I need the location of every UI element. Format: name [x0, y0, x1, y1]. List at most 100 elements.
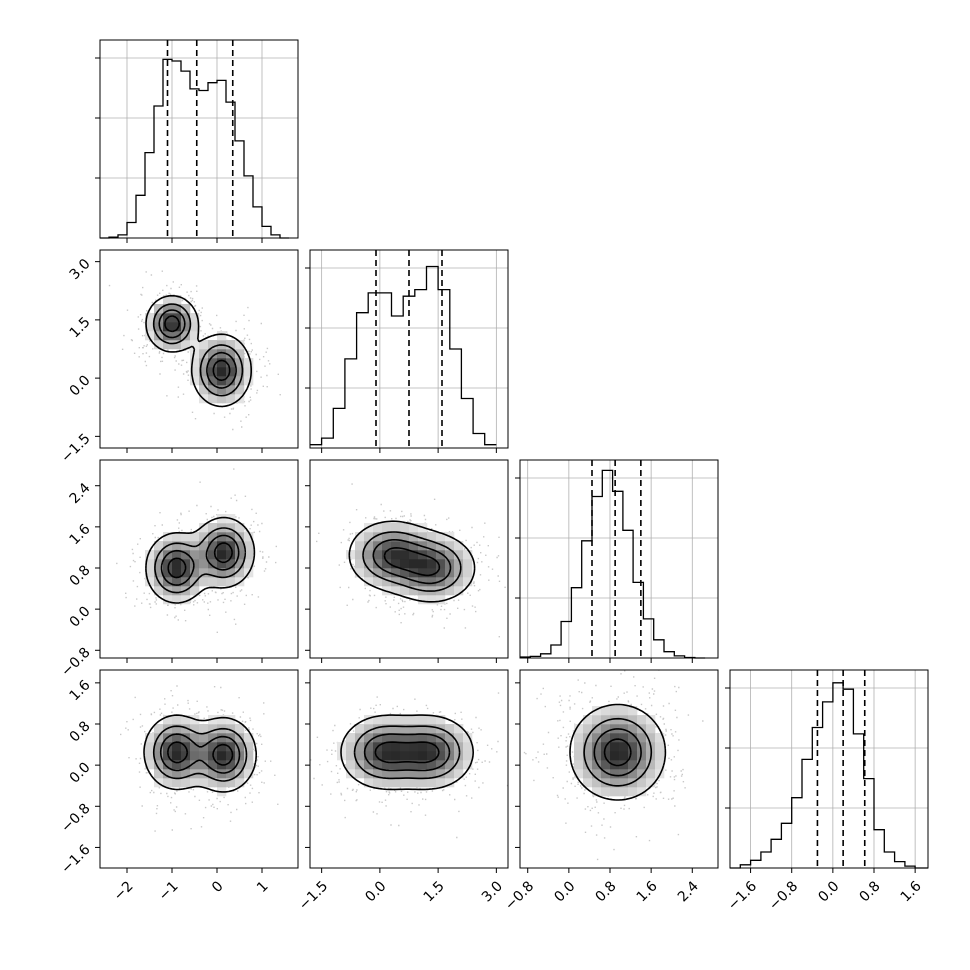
density-cell [382, 769, 392, 779]
density-cell [154, 313, 164, 323]
density-cell [610, 778, 620, 788]
xtick-label: 1.6 [634, 878, 661, 905]
density-cell [199, 523, 209, 533]
density-cell [163, 559, 173, 569]
density-cell [346, 751, 356, 761]
panel-content [523, 670, 704, 861]
density-cell [463, 559, 473, 569]
scatter-frame [309, 669, 509, 869]
density-cell [199, 550, 209, 560]
density-cell [400, 532, 410, 542]
density-cell [592, 769, 602, 779]
density-cell [436, 595, 446, 605]
density-cell [583, 778, 593, 788]
density-cell [592, 787, 602, 797]
density-cell [463, 733, 473, 743]
density-cell [601, 724, 611, 734]
xtick-label: 1.5 [421, 878, 448, 905]
density-cell [145, 559, 155, 569]
density-cell [208, 577, 218, 587]
density-cell [418, 724, 428, 734]
density-cell [190, 331, 200, 341]
density-cell [217, 577, 227, 587]
contour-level [353, 725, 461, 780]
density-cell [373, 559, 383, 569]
density-cell [436, 751, 446, 761]
density-cell [646, 724, 656, 734]
density-cell [436, 550, 446, 560]
hist-frame [309, 249, 509, 449]
density-cell [172, 322, 182, 332]
contour-level [603, 738, 632, 767]
density-cell [199, 358, 209, 368]
density-cell [217, 550, 227, 560]
density-cell [154, 586, 164, 596]
density-cell [400, 568, 410, 578]
density-cell [646, 760, 656, 770]
density-cell [373, 769, 383, 779]
density-cell [628, 760, 638, 770]
density-cell [199, 760, 209, 770]
density-cell [610, 706, 620, 716]
density-cell [181, 769, 191, 779]
density-cell [409, 733, 419, 743]
ytick-label: 2.4 [67, 480, 94, 507]
density-cell [226, 394, 236, 404]
ytick-label: 1.6 [67, 677, 94, 704]
density-cell [454, 760, 464, 770]
density-cell [391, 586, 401, 596]
density-cell [400, 751, 410, 761]
density-cell [355, 760, 365, 770]
density-cell [427, 541, 437, 551]
density-cell [190, 733, 200, 743]
density-cell [445, 733, 455, 743]
density-cell [574, 760, 584, 770]
hist-frame [99, 39, 299, 239]
density-cell [400, 724, 410, 734]
density-cell [400, 559, 410, 569]
density-cell [601, 778, 611, 788]
density-cell [619, 787, 629, 797]
density-cell [172, 295, 182, 305]
density-cell [190, 376, 200, 386]
density-cell [355, 541, 365, 551]
scatter-panel-2-3 [515, 669, 719, 873]
density-cell [163, 304, 173, 314]
density-cell [409, 577, 419, 587]
density-cell [145, 742, 155, 752]
density-cell [364, 742, 374, 752]
density-cell [637, 787, 647, 797]
density-cell [244, 559, 254, 569]
density-cell [382, 751, 392, 761]
density-cell [208, 769, 218, 779]
density-cell [373, 568, 383, 578]
density-cell [436, 532, 446, 542]
density-cell [199, 724, 209, 734]
density-cell [163, 778, 173, 788]
density-cell [382, 559, 392, 569]
density-cell [409, 523, 419, 533]
density-cell [181, 568, 191, 578]
density-cell [445, 586, 455, 596]
hist-panel-1 [305, 249, 509, 453]
density-cell [190, 559, 200, 569]
density-cell [427, 595, 437, 605]
density-cell [208, 340, 218, 350]
density-cell [346, 769, 356, 779]
contour-level [143, 714, 257, 793]
density-cell [619, 778, 629, 788]
density-cell [199, 340, 209, 350]
density-cell [592, 715, 602, 725]
density-cell [355, 550, 365, 560]
density-cell [244, 367, 254, 377]
density-cell [181, 541, 191, 551]
density-cell [391, 559, 401, 569]
density-cell [217, 715, 227, 725]
hist-panel-2 [515, 459, 719, 663]
density-cell [217, 559, 227, 569]
contour-level [164, 315, 231, 382]
density-cell [181, 304, 191, 314]
density-cell [154, 304, 164, 314]
density-cell [226, 376, 236, 386]
density-cell [217, 568, 227, 578]
